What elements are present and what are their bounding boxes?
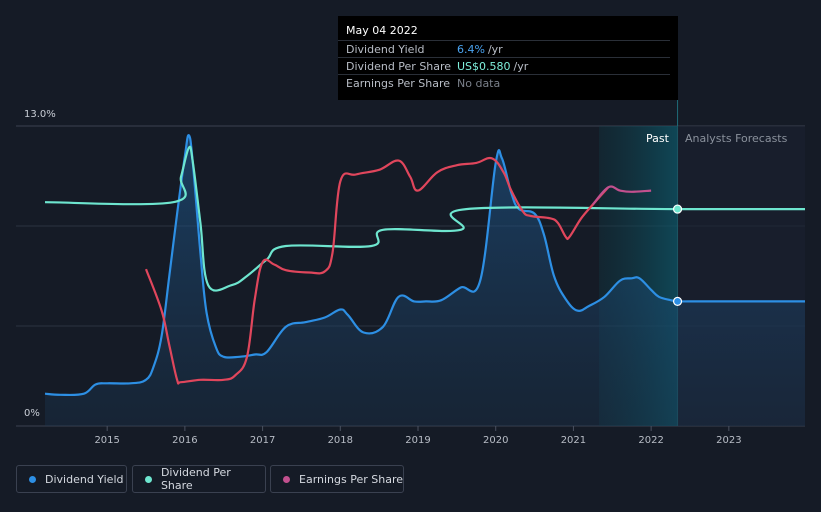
x-tick-label: 2020 bbox=[483, 435, 508, 446]
tooltip-value-text: US$0.580 bbox=[457, 60, 511, 73]
legend-item-earnings-per-share[interactable]: Earnings Per Share bbox=[270, 465, 404, 493]
forecast-label: Analysts Forecasts bbox=[685, 132, 788, 145]
legend-label: Earnings Per Share bbox=[299, 472, 404, 486]
dividend-yield-marker bbox=[672, 296, 683, 306]
tooltip-value-text: No data bbox=[457, 77, 501, 90]
tooltip-row-dividend-per-share: Dividend Per Share US$0.580/yr bbox=[338, 57, 670, 75]
dividend-yield-area bbox=[45, 135, 805, 426]
x-tick-label: 2017 bbox=[250, 435, 275, 446]
x-tick-label: 2015 bbox=[94, 435, 119, 446]
dividend-per-share-line bbox=[44, 145, 805, 292]
x-tick-label: 2016 bbox=[172, 435, 197, 446]
x-tick-label: 2018 bbox=[328, 435, 353, 446]
x-tick-label: 2019 bbox=[405, 435, 430, 446]
legend-dot-icon bbox=[29, 475, 36, 483]
legend-item-dividend-yield[interactable]: Dividend Yield bbox=[16, 465, 127, 493]
tooltip-value: No data bbox=[457, 77, 503, 90]
tooltip-label: Dividend Per Share bbox=[346, 60, 452, 73]
tooltip-label: Dividend Yield bbox=[346, 43, 425, 56]
tooltip-unit: /yr bbox=[487, 43, 503, 56]
dividend-per-share-marker bbox=[672, 204, 683, 214]
tooltip-date: May 04 2022 bbox=[346, 24, 418, 37]
past-label: Past bbox=[646, 132, 669, 145]
tooltip-row-dividend-yield: Dividend Yield 6.4%/yr bbox=[338, 40, 670, 58]
legend-label: Dividend Per Share bbox=[160, 466, 231, 492]
tooltip-value: 6.4%/yr bbox=[457, 43, 503, 56]
x-tick-label: 2023 bbox=[716, 435, 741, 446]
legend-item-dividend-per-share[interactable]: Dividend Per Share bbox=[132, 465, 266, 493]
dividend-yield-line bbox=[44, 134, 805, 397]
tooltip-value-text: 6.4% bbox=[457, 43, 485, 56]
tooltip-row-earnings-per-share: Earnings Per Share No data bbox=[338, 74, 670, 92]
tooltip-label: Earnings Per Share bbox=[346, 77, 451, 90]
earnings-per-share-line-late bbox=[592, 185, 652, 206]
legend-dot-icon bbox=[283, 475, 290, 483]
earnings-per-share-line bbox=[144, 156, 610, 385]
y-axis-max-label: 13.0% bbox=[24, 109, 56, 120]
legend-label: Dividend Yield bbox=[45, 472, 124, 486]
x-tick-label: 2021 bbox=[561, 435, 586, 446]
x-tick-label: 2022 bbox=[638, 435, 663, 446]
y-axis-min-label: 0% bbox=[24, 408, 40, 419]
tooltip-unit: /yr bbox=[513, 60, 529, 73]
hover-tooltip: May 04 2022 Dividend Yield 6.4%/yr Divid… bbox=[338, 16, 678, 100]
tooltip-value: US$0.580/yr bbox=[457, 60, 528, 73]
legend-dot-icon bbox=[145, 475, 152, 483]
